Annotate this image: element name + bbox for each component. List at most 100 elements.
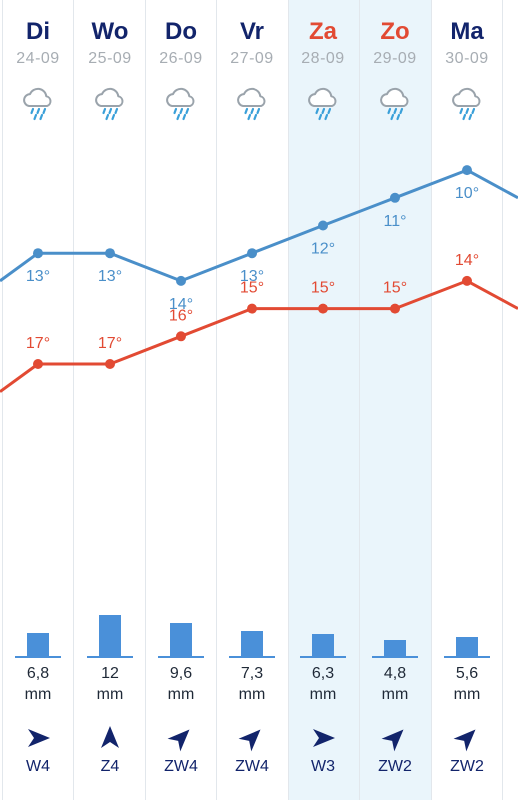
rain-bar-baseline [372, 656, 418, 658]
rain-amount: 7,3 [240, 665, 264, 682]
min-temp-line [0, 168, 518, 283]
rain-bar [241, 631, 263, 656]
column-divider [2, 0, 3, 800]
day-date: 25-09 [88, 50, 132, 67]
day-name: Zo [380, 18, 410, 45]
column-divider [288, 0, 289, 800]
min-temp-label: 11° [383, 213, 406, 230]
day-column-di: Di 24-09 6,8 mm W4 [2, 0, 74, 800]
min-temp-label: 12° [311, 241, 335, 258]
rain-bar [456, 637, 478, 656]
cloud-rain-icon [92, 82, 128, 122]
rain-amount: 6,8 [26, 665, 50, 682]
rain-unit: mm [167, 686, 195, 703]
min-temp-point [462, 165, 472, 176]
min-temp-point [33, 248, 43, 259]
rain-bar [384, 640, 406, 656]
day-column-vr: Vr 27-09 7,3 mm ZW4 [216, 0, 288, 800]
min-temp-point [176, 275, 186, 286]
min-temp-label: 13° [98, 268, 122, 285]
wind-label: ZW2 [378, 758, 412, 775]
wind-label: ZW4 [235, 758, 269, 775]
rain-bar-baseline [87, 656, 133, 658]
min-temp-point [390, 192, 400, 203]
day-date: 29-09 [373, 50, 417, 67]
rain-unit: mm [96, 686, 124, 703]
rain-bar [27, 633, 49, 656]
wind-arrow-icon [24, 724, 52, 752]
min-temp-label: 13° [240, 268, 264, 285]
wind-arrow-icon [309, 724, 337, 752]
max-temp-point [105, 359, 115, 369]
cloud-rain-icon [20, 82, 56, 122]
max-temp-label: 16° [169, 307, 193, 324]
max-temp-line [0, 279, 518, 393]
max-temp-point [390, 303, 400, 314]
min-temp-label: 10° [455, 185, 479, 202]
rain-unit: mm [309, 686, 337, 703]
max-temp-label: 15° [240, 280, 264, 297]
min-temp-label: 14° [169, 296, 193, 313]
wind-arrow-icon [453, 724, 481, 752]
day-column-zo: Zo 29-09 4,8 mm ZW2 [359, 0, 431, 800]
rain-bar-baseline [229, 656, 275, 658]
max-temp-label: 15° [311, 280, 335, 297]
day-column-za: Za 28-09 6,3 mm W3 [287, 0, 359, 800]
column-divider [216, 0, 217, 800]
rain-amount: 6,3 [311, 665, 335, 682]
rain-unit: mm [381, 686, 409, 703]
column-divider [359, 0, 360, 800]
rain-amount: 9,6 [169, 665, 193, 682]
day-date: 24-09 [16, 50, 60, 67]
max-temp-label: 17° [26, 335, 50, 352]
day-date: 26-09 [159, 50, 203, 67]
max-temp-point [176, 331, 186, 342]
cloud-rain-icon [449, 82, 485, 122]
wind-label: Z4 [100, 758, 120, 775]
column-divider [73, 0, 74, 800]
min-temp-point [318, 220, 328, 231]
rain-unit: mm [24, 686, 52, 703]
cloud-rain-icon [305, 82, 341, 122]
column-divider [502, 0, 503, 800]
day-name: Di [26, 18, 50, 45]
rain-bar [170, 623, 192, 656]
max-temp-point [318, 303, 328, 314]
max-temp-point [462, 275, 472, 286]
max-temp-label: 15° [383, 280, 407, 297]
wind-arrow-icon [96, 724, 124, 752]
rain-bar-baseline [444, 656, 490, 658]
rain-amount: 12 [101, 665, 119, 682]
max-temp-point [247, 303, 257, 314]
day-column-ma: Ma 30-09 5,6 mm ZW2 [431, 0, 503, 800]
day-date: 30-09 [445, 50, 489, 67]
rain-bar [312, 634, 334, 656]
rain-bar-baseline [158, 656, 204, 658]
day-column-wo: Wo 25-09 12 mm Z4 [74, 0, 146, 800]
day-name: Vr [239, 18, 265, 45]
rain-bar-baseline [300, 656, 346, 658]
day-name: Ma [450, 18, 484, 45]
wind-arrow-icon [167, 724, 195, 752]
cloud-rain-icon [234, 82, 270, 122]
min-temp-point [247, 248, 257, 259]
rain-unit: mm [453, 686, 481, 703]
min-temp-point [105, 248, 115, 259]
wind-label: W3 [311, 758, 335, 775]
wind-label: ZW2 [450, 758, 484, 775]
day-column-do: Do 26-09 9,6 mm ZW4 [145, 0, 217, 800]
max-temp-label: 14° [455, 252, 479, 269]
wind-arrow-icon [238, 724, 266, 752]
wind-label: ZW4 [164, 758, 198, 775]
min-temp-label: 13° [26, 268, 50, 285]
rain-bar-baseline [15, 656, 61, 658]
day-name: Za [308, 18, 337, 45]
column-divider [145, 0, 146, 800]
rain-bar [99, 615, 121, 656]
day-name: Do [165, 18, 197, 45]
day-date: 28-09 [301, 50, 345, 67]
day-date: 27-09 [230, 50, 274, 67]
cloud-rain-icon [377, 82, 413, 122]
wind-arrow-icon [381, 724, 409, 752]
